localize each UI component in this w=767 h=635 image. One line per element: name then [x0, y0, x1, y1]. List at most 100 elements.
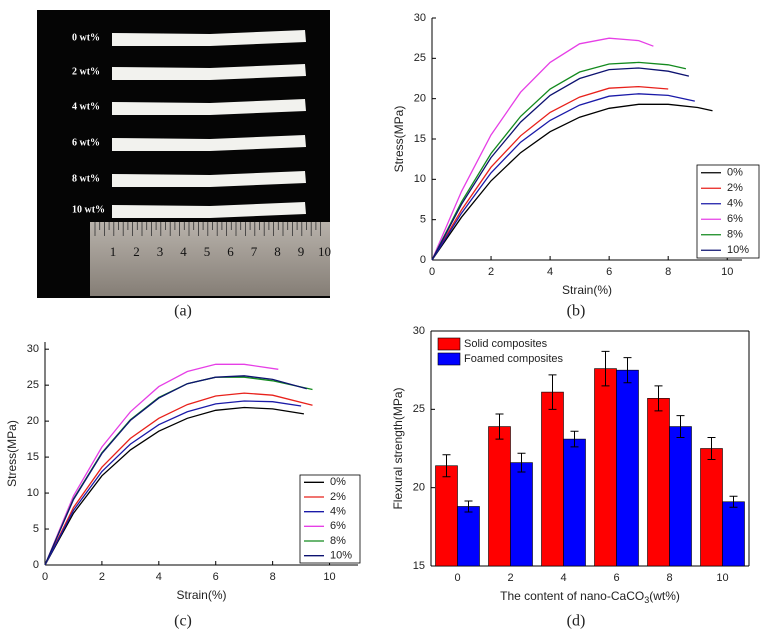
y-tick-label: 10 — [27, 487, 39, 499]
ruler — [90, 222, 330, 296]
line-series — [44, 400, 302, 566]
error-bar — [517, 452, 526, 473]
legend-label: Solid composites — [464, 338, 548, 350]
x-axis-label-text: (wt%) — [649, 589, 680, 603]
legend-label: 2% — [727, 182, 743, 194]
bar — [594, 368, 617, 567]
y-tick-label: 30 — [27, 343, 39, 355]
legend-label: 4% — [330, 506, 346, 518]
y-axis-label: Stress(MPa) — [392, 106, 406, 173]
ruler-label: 2 — [133, 244, 140, 259]
legend-label: 0% — [330, 476, 346, 488]
y-tick-label: 30 — [413, 325, 425, 337]
error-bar — [623, 357, 632, 384]
bar — [457, 506, 480, 567]
legend-label: 8% — [330, 535, 346, 547]
line-series — [431, 85, 669, 261]
ruler-label: 4 — [180, 244, 187, 259]
legend-box — [696, 164, 760, 259]
sample-strip — [112, 171, 306, 187]
y-tick-label: 20 — [414, 93, 426, 105]
error-bar — [676, 415, 685, 439]
panel-label: (c) — [174, 613, 192, 630]
line-series — [44, 363, 279, 566]
x-axis-label-text: Strain(%) — [176, 588, 226, 602]
y-tick-label: 25 — [413, 403, 425, 415]
sample-label: 8 wt% — [72, 173, 100, 184]
error-bar — [729, 495, 738, 508]
legend-label: Foamed composites — [464, 353, 564, 365]
x-tick-label: 2 — [99, 571, 105, 583]
legend-label: 6% — [330, 520, 346, 532]
y-tick-label: 5 — [420, 214, 426, 226]
x-tick-label: 8 — [665, 266, 671, 278]
sample-label: 2 wt% — [72, 66, 100, 77]
x-tick-label: 10 — [716, 572, 728, 584]
line-series — [431, 37, 654, 261]
sample-strip — [112, 135, 306, 151]
bar — [488, 426, 511, 567]
bar — [510, 462, 533, 567]
x-tick-label: 4 — [560, 572, 566, 584]
legend-label: 6% — [727, 213, 743, 225]
x-tick-label: 10 — [721, 266, 733, 278]
y-tick-label: 15 — [27, 451, 39, 463]
y-tick-label: 15 — [413, 560, 425, 572]
line-series — [44, 392, 313, 566]
panel-label: (d) — [567, 613, 586, 630]
sample-strip — [112, 64, 306, 80]
y-axis-label: Flexural strength(MPa) — [391, 387, 405, 509]
ruler-label: 1 — [110, 244, 117, 259]
legend-swatch — [437, 352, 461, 366]
y-tick-label: 20 — [27, 415, 39, 427]
x-axis-label-text: The content of nano-CaCO — [500, 589, 644, 603]
bar — [435, 465, 458, 567]
legend-swatch — [437, 337, 461, 351]
x-axis-label: Strain(%) — [562, 283, 612, 297]
legend-label: 8% — [727, 229, 743, 241]
legend-label: 0% — [727, 167, 743, 179]
error-bar — [707, 437, 716, 460]
bar — [647, 398, 670, 567]
line-series — [431, 103, 713, 261]
sample-strip — [112, 202, 306, 218]
y-tick-label: 30 — [414, 12, 426, 24]
error-bar — [601, 350, 610, 387]
line-series — [431, 67, 690, 261]
panel-label: (b) — [567, 303, 586, 320]
legend-label: 4% — [727, 198, 743, 210]
x-tick-label: 0 — [42, 571, 48, 583]
error-bar — [495, 413, 504, 440]
line-series — [431, 93, 695, 261]
line-series — [44, 406, 305, 566]
ruler-label: 9 — [298, 244, 305, 259]
ruler-label: 10 — [318, 244, 331, 259]
y-tick-label: 25 — [27, 379, 39, 391]
x-tick-label: 0 — [429, 266, 435, 278]
x-tick-label: 2 — [507, 572, 513, 584]
bar — [541, 391, 564, 567]
bar — [722, 501, 745, 567]
panel-label: (a) — [174, 303, 192, 320]
sample-label: 10 wt% — [72, 204, 105, 215]
x-tick-label: 6 — [606, 266, 612, 278]
legend-label: 10% — [330, 550, 352, 562]
line-series — [431, 61, 687, 261]
y-tick-label: 15 — [414, 133, 426, 145]
legend-label: 10% — [727, 244, 749, 256]
error-bar — [570, 430, 579, 448]
y-tick-label: 5 — [33, 523, 39, 535]
line-series — [44, 375, 307, 566]
x-axis-label-text: Strain(%) — [562, 283, 612, 297]
x-tick-label: 8 — [666, 572, 672, 584]
x-axis-label-sub: 3 — [644, 595, 649, 605]
sample-label: 4 wt% — [72, 101, 100, 112]
y-tick-label: 0 — [420, 254, 426, 266]
bar — [700, 448, 723, 567]
y-tick-label: 10 — [414, 173, 426, 185]
sample-strip — [112, 30, 306, 46]
x-tick-label: 8 — [270, 571, 276, 583]
x-axis-label: Strain(%) — [176, 588, 226, 602]
photo: 0 wt% 2 wt% 4 wt% 6 wt% 8 wt% 10 wt% 1 2 3 4 5 6 7 8 9… — [72, 30, 331, 259]
